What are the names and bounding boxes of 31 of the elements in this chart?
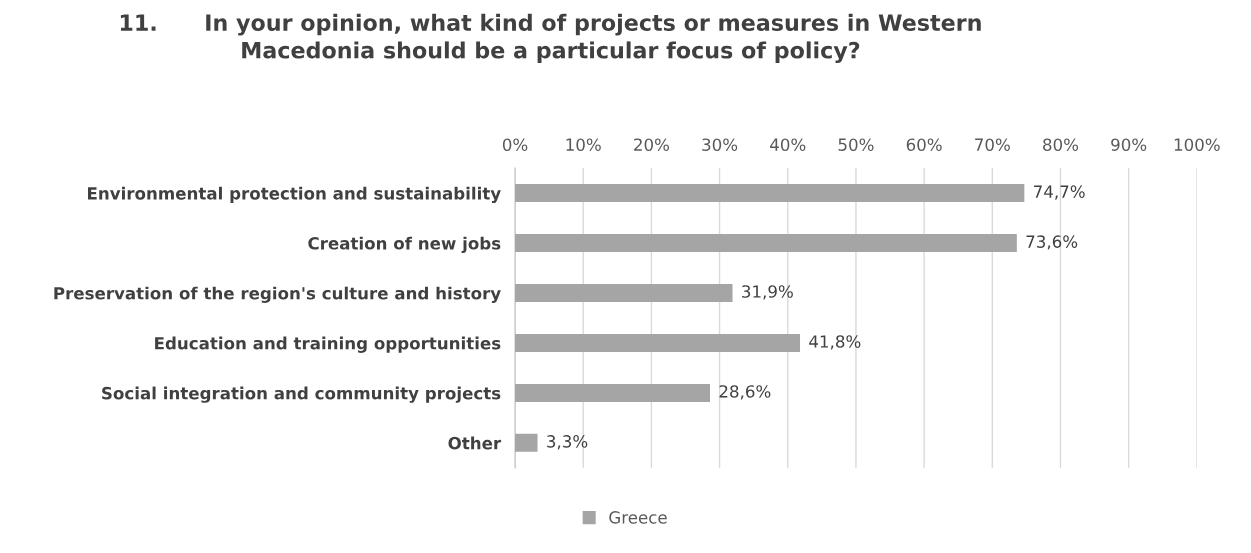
- bar: [515, 234, 1017, 253]
- bar: [515, 184, 1025, 203]
- data-label: 3,3%: [547, 435, 588, 450]
- bar: [515, 433, 538, 452]
- x-tick-label: 10%: [566, 138, 601, 151]
- y-tick-label: Environmental protection and sustainability: [88, 186, 501, 204]
- bar: [515, 333, 801, 352]
- y-tick-label: Education and training opportunities: [155, 336, 501, 353]
- bar: [515, 383, 711, 402]
- data-label: 28,6%: [719, 385, 771, 400]
- x-tick-label: 0%: [502, 138, 528, 151]
- legend-label: Greece: [609, 511, 667, 524]
- x-tick-label: 60%: [906, 138, 942, 151]
- data-label: 74,7%: [1034, 185, 1085, 200]
- y-tick-label: Creation of new jobs: [308, 236, 501, 253]
- x-tick-label: 70%: [975, 138, 1010, 151]
- x-tick-label: 30%: [702, 138, 738, 151]
- y-tick-label: Social integration and community projects: [102, 386, 501, 403]
- x-tick-label: 80%: [1043, 138, 1079, 151]
- x-tick-label: 50%: [838, 138, 874, 151]
- x-tick-label: 20%: [634, 138, 669, 151]
- chart-title: 11. In your opinion, what kind of projects or measures in Western Macedonia should be a particular focus of policy?: [120, 13, 981, 64]
- y-tick-label: Preservation of the region's culture and history: [54, 286, 501, 303]
- data-label: 73,6%: [1026, 235, 1078, 250]
- data-label: 41,8%: [809, 335, 861, 350]
- bar: [515, 284, 733, 302]
- data-label: 31,9%: [742, 285, 793, 300]
- x-tick-label: 100%: [1174, 138, 1220, 151]
- x-tick-label: 90%: [1111, 138, 1147, 151]
- x-tick-label: 40%: [770, 138, 806, 151]
- y-tick-label: Other: [448, 436, 502, 450]
